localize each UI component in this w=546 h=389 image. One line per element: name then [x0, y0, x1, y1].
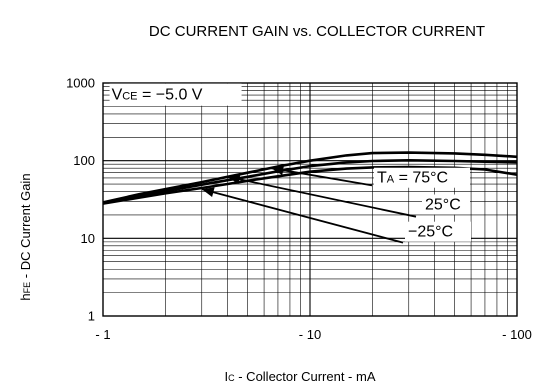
annotations: VCE = −5.0 V TA = 75°C 25°C −25°C — [109, 83, 471, 244]
arrow-head — [271, 165, 284, 176]
annotation-arrow — [271, 167, 373, 187]
temperature-label: 25°C — [425, 197, 461, 214]
annotation-bg — [405, 221, 471, 242]
y-tick-label: 1000 — [66, 76, 95, 91]
condition-label: VCE = −5.0 V — [112, 87, 203, 104]
x-axis-label: IC - Collector Current - mA — [225, 369, 376, 384]
annotation-bg — [422, 194, 470, 215]
x-tick-label: - 1 — [95, 327, 110, 342]
annotation-arrow — [201, 188, 404, 244]
y-tick-label: 10 — [81, 231, 95, 246]
temperature-label: TA = 75°C — [377, 170, 448, 187]
y-tick-label: 100 — [73, 153, 95, 168]
tick-labels: - 1 - 10 - 100 1 10 100 1000 — [66, 76, 532, 343]
y-axis-label: hFE - DC Current Gain — [18, 173, 33, 300]
gain-curve-1 — [102, 151, 518, 204]
annotation-bg — [374, 167, 470, 188]
x-tick-label: - 10 — [299, 327, 321, 342]
arrow-head — [227, 174, 241, 185]
gain-curve-3 — [102, 165, 518, 205]
condition-label-bg — [109, 83, 242, 106]
chart-title: DC CURRENT GAIN vs. COLLECTOR CURRENT — [149, 23, 485, 40]
arrow-head — [201, 187, 215, 198]
y-tick-label: 1 — [88, 309, 95, 324]
gain-curve-2 — [102, 159, 518, 205]
annotation-arrow — [227, 175, 417, 218]
temperature-label: −25°C — [408, 224, 453, 241]
x-tick-label: - 100 — [502, 327, 532, 342]
gain-curves — [102, 151, 518, 205]
